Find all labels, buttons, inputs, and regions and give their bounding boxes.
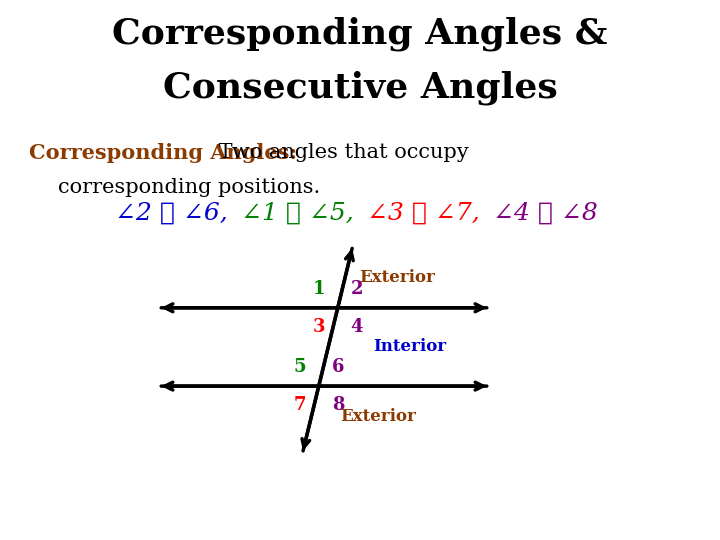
Text: corresponding positions.: corresponding positions. bbox=[58, 178, 320, 197]
Text: Interior: Interior bbox=[374, 339, 447, 355]
Text: 4: 4 bbox=[351, 318, 363, 335]
Text: 7: 7 bbox=[293, 396, 306, 414]
Text: ∠4 ≅ ∠8: ∠4 ≅ ∠8 bbox=[493, 202, 598, 225]
Text: Consecutive Angles: Consecutive Angles bbox=[163, 70, 557, 105]
Text: Corresponding Angles &: Corresponding Angles & bbox=[112, 16, 608, 51]
Text: ∠3 ≅ ∠7,: ∠3 ≅ ∠7, bbox=[367, 202, 488, 225]
Text: 2: 2 bbox=[351, 280, 363, 298]
Text: 1: 1 bbox=[312, 280, 325, 298]
Text: Exterior: Exterior bbox=[359, 269, 435, 286]
Text: 5: 5 bbox=[293, 359, 306, 376]
Text: ∠1 ≅ ∠5,: ∠1 ≅ ∠5, bbox=[241, 202, 362, 225]
Text: ∠2 ≅ ∠6,: ∠2 ≅ ∠6, bbox=[115, 202, 236, 225]
Text: Two angles that occupy: Two angles that occupy bbox=[212, 143, 469, 162]
Text: 6: 6 bbox=[332, 359, 344, 376]
Text: 8: 8 bbox=[332, 396, 344, 414]
Text: Corresponding Angles:: Corresponding Angles: bbox=[29, 143, 297, 163]
Text: Exterior: Exterior bbox=[341, 408, 416, 424]
Text: 3: 3 bbox=[312, 318, 325, 335]
